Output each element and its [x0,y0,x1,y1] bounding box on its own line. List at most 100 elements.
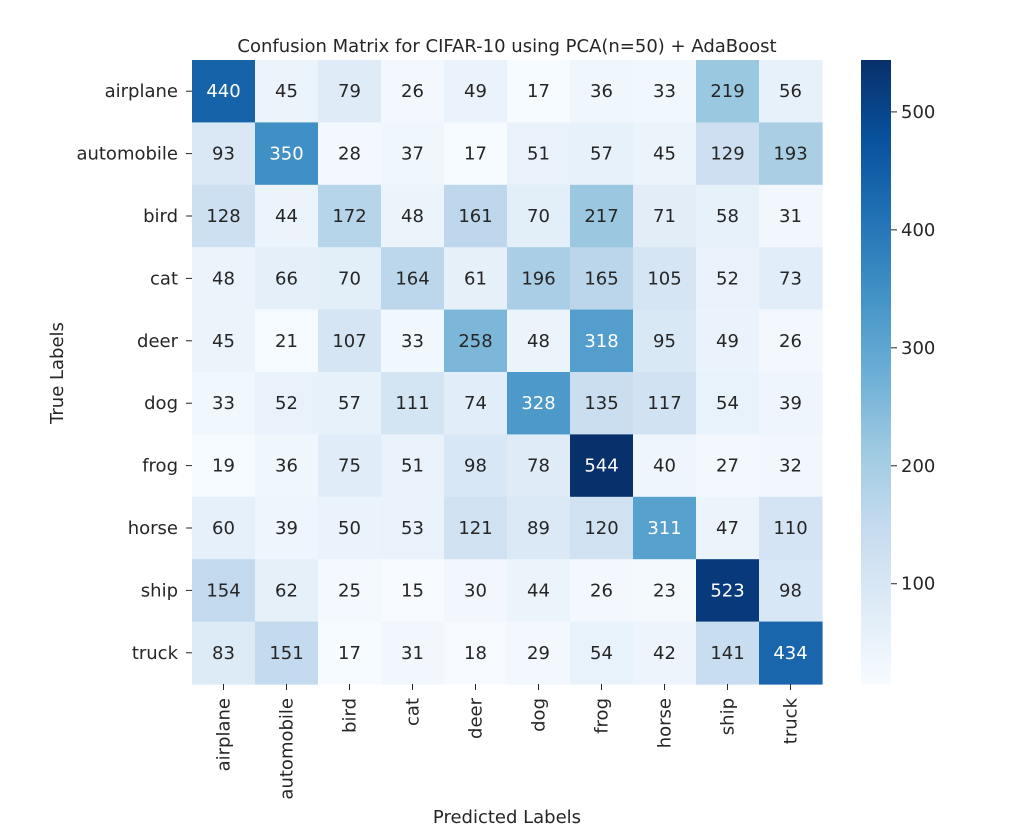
cell-value-label: 120 [584,518,618,539]
x-axis-label: Predicted Labels [433,807,581,828]
heatmap-cell [255,372,319,435]
heatmap-cell [507,184,571,248]
y-tick-label: horse [128,518,178,539]
heatmap-cell [192,122,256,186]
cell-value-label: 17 [338,643,361,664]
cell-value-label: 544 [584,456,618,477]
heatmap-cell [192,60,256,123]
cell-value-label: 89 [527,518,550,539]
heatmap-cell [507,122,571,186]
colorbar-tick-label: 400 [901,220,935,241]
heatmap-cell [633,621,697,685]
cell-value-label: 79 [338,81,361,102]
cell-value-label: 52 [275,393,298,414]
heatmap-cell [318,309,382,373]
cell-value-label: 28 [338,144,361,165]
y-tick-label: dog [144,393,178,414]
cell-value-label: 61 [464,268,487,289]
heatmap-cell [633,122,697,186]
cell-value-label: 135 [584,393,618,414]
cell-value-label: 15 [401,580,424,601]
heatmap-cell [507,496,571,560]
heatmap-cell [696,309,760,373]
heatmap-cell [381,184,445,248]
cell-value-label: 17 [464,144,487,165]
heatmap-cell [570,621,634,685]
heatmap-cell [759,60,823,123]
colorbar-tick-label: 200 [901,456,935,477]
cell-value-label: 27 [716,456,739,477]
heatmap-cell [318,621,382,685]
cell-value-label: 57 [338,393,361,414]
heatmap-cell [507,434,571,498]
heatmap-cell [507,372,571,435]
heatmap-cell [444,434,508,498]
cell-value-label: 318 [584,331,618,352]
x-tick-label: dog [529,698,550,732]
y-tick-label: frog [142,456,178,477]
heatmap-cell [192,496,256,560]
heatmap-cell [759,122,823,186]
cell-value-label: 328 [521,393,555,414]
x-tick-label: cat [403,698,424,726]
cell-value-label: 36 [275,456,298,477]
heatmap-cell [255,496,319,560]
heatmap-cell [696,184,760,248]
cell-value-label: 29 [527,643,550,664]
heatmap-cell [444,559,508,623]
cell-value-label: 26 [779,331,802,352]
cell-value-label: 57 [590,144,613,165]
x-tick-label: automobile [277,698,298,800]
heatmap-cell [444,60,508,123]
cell-value-label: 21 [275,331,298,352]
cell-value-label: 44 [527,580,550,601]
heatmap-cell [633,309,697,373]
cell-value-label: 17 [527,81,550,102]
heatmap-cell [507,621,571,685]
cell-value-label: 434 [773,643,807,664]
cell-value-label: 258 [458,331,492,352]
heatmap-cell [633,496,697,560]
cell-value-label: 48 [401,206,424,227]
cell-value-label: 161 [458,206,492,227]
cell-value-label: 45 [653,144,676,165]
colorbar-tick-label: 500 [901,102,935,123]
cell-value-label: 93 [212,144,235,165]
heatmap-cell [570,309,634,373]
heatmap-cell [381,559,445,623]
cell-value-label: 129 [710,144,744,165]
cell-value-label: 23 [653,580,676,601]
heatmap-cell [318,60,382,123]
cell-value-label: 193 [773,144,807,165]
heatmap-cell [696,621,760,685]
cell-value-label: 165 [584,268,618,289]
heatmap-cell [381,372,445,435]
heatmap-cell [759,309,823,373]
heatmap-cell [696,247,760,311]
y-tick-label: ship [141,580,178,601]
heatmap-cell [255,60,319,123]
cell-value-label: 37 [401,144,424,165]
heatmap-cell [696,434,760,498]
colorbar-ticks: 100 200 300 400 500 [891,102,935,595]
heatmap-cell [192,247,256,311]
cell-value-label: 83 [212,643,235,664]
cell-value-label: 53 [401,518,424,539]
heatmap-cell [381,496,445,560]
heatmap-cell [759,621,823,685]
colorbar-tick-label: 100 [901,574,935,595]
heatmap-cell [444,184,508,248]
cell-value-label: 164 [395,268,429,289]
heatmap-cell [381,621,445,685]
heatmap-cell [381,434,445,498]
heatmap-cell [759,496,823,560]
cell-value-label: 32 [779,456,802,477]
cell-value-label: 107 [332,331,366,352]
cell-value-label: 117 [647,393,681,414]
heatmap-cell [255,434,319,498]
cell-value-label: 74 [464,393,487,414]
heatmap-cell [381,309,445,373]
heatmap-cell [570,60,634,123]
cell-value-label: 523 [710,580,744,601]
cell-value-label: 40 [653,456,676,477]
